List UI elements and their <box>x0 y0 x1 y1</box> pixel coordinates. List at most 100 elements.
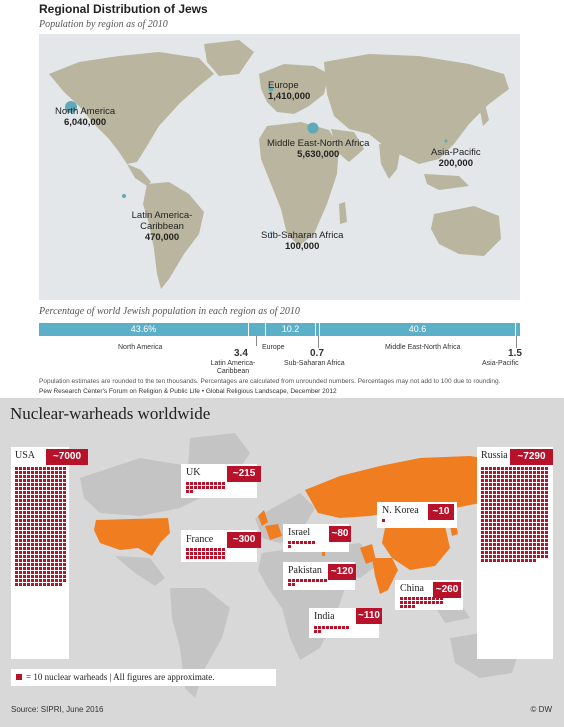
warhead-square <box>51 499 54 502</box>
warhead-square <box>509 467 512 470</box>
warhead-square <box>19 519 22 522</box>
warhead-square <box>27 503 30 506</box>
warhead-square <box>509 519 512 522</box>
warhead-square <box>218 482 221 485</box>
warhead-square <box>35 547 38 550</box>
warhead-square <box>533 471 536 474</box>
warhead-square <box>529 503 532 506</box>
warhead-square <box>537 519 540 522</box>
warhead-square <box>288 579 291 582</box>
warhead-square <box>513 559 516 562</box>
warhead-square <box>55 543 58 546</box>
warhead-square <box>35 487 38 490</box>
warhead-square <box>43 563 46 566</box>
warhead-square <box>59 499 62 502</box>
warhead-square <box>537 515 540 518</box>
warhead-square <box>63 519 66 522</box>
warhead-square <box>513 503 516 506</box>
warhead-square <box>218 556 221 559</box>
warhead-square <box>51 559 54 562</box>
warhead-square <box>15 583 18 586</box>
warhead-square <box>63 491 66 494</box>
warhead-square <box>27 539 30 542</box>
warhead-square <box>517 523 520 526</box>
warhead-square <box>489 499 492 502</box>
warhead-square <box>210 482 213 485</box>
warhead-square <box>541 503 544 506</box>
warhead-square <box>31 527 34 530</box>
warhead-square <box>497 535 500 538</box>
warhead-grid-israel <box>288 541 318 549</box>
warhead-grid-china <box>400 597 444 609</box>
warhead-square <box>513 475 516 478</box>
warhead-square <box>513 547 516 550</box>
warhead-square <box>525 531 528 534</box>
warhead-square <box>525 551 528 554</box>
warhead-square <box>400 597 403 600</box>
warhead-square <box>533 559 536 562</box>
warhead-square <box>47 467 50 470</box>
warhead-square <box>525 527 528 530</box>
warhead-square <box>63 471 66 474</box>
warhead-square <box>521 527 524 530</box>
warhead-square <box>541 519 544 522</box>
warhead-square <box>23 531 26 534</box>
warhead-square <box>481 535 484 538</box>
warhead-square <box>521 487 524 490</box>
value-asia-pacific: 1.5 <box>508 348 522 359</box>
warhead-square <box>23 539 26 542</box>
warhead-square <box>19 475 22 478</box>
warhead-square <box>513 471 516 474</box>
warhead-square <box>525 495 528 498</box>
warhead-square <box>27 515 30 518</box>
warhead-square <box>31 531 34 534</box>
warhead-square <box>35 527 38 530</box>
warhead-square <box>485 487 488 490</box>
warhead-square <box>525 503 528 506</box>
warhead-square <box>27 547 30 550</box>
caption-north-america: North America <box>118 344 163 351</box>
segment-latin-america <box>249 323 265 336</box>
warhead-square <box>39 519 42 522</box>
warhead-square <box>501 467 504 470</box>
warhead-square <box>513 535 516 538</box>
warhead-square <box>501 543 504 546</box>
warhead-square <box>493 523 496 526</box>
warhead-square <box>39 531 42 534</box>
warhead-square <box>517 483 520 486</box>
warhead-square <box>15 579 18 582</box>
warhead-square <box>513 487 516 490</box>
warhead-square <box>412 601 415 604</box>
warhead-square <box>51 507 54 510</box>
warhead-square <box>513 515 516 518</box>
warhead-square <box>420 601 423 604</box>
warhead-square <box>39 575 42 578</box>
warhead-square <box>15 515 18 518</box>
warhead-square <box>222 556 225 559</box>
warhead-square <box>521 539 524 542</box>
warhead-square <box>489 467 492 470</box>
warhead-square <box>31 567 34 570</box>
warhead-square <box>513 491 516 494</box>
segment-north-america <box>39 323 248 336</box>
country-name: Pakistan <box>288 565 322 576</box>
warhead-square <box>497 527 500 530</box>
dot-latin-america <box>122 194 126 198</box>
warhead-square <box>314 626 317 629</box>
warhead-square <box>545 515 548 518</box>
label-sub-saharan: Sub-Saharan Africa 100,000 <box>261 230 344 252</box>
warhead-square <box>541 471 544 474</box>
warhead-square <box>493 483 496 486</box>
warhead-grid-north-korea <box>382 519 392 523</box>
warhead-square <box>529 555 532 558</box>
warhead-square <box>541 523 544 526</box>
label-middle-east: Middle East-North Africa 5,630,000 <box>267 138 370 160</box>
warhead-square <box>497 511 500 514</box>
warhead-square <box>529 551 532 554</box>
warhead-square <box>537 471 540 474</box>
warhead-square <box>51 515 54 518</box>
warhead-square <box>533 547 536 550</box>
warhead-square <box>27 483 30 486</box>
warhead-square <box>39 559 42 562</box>
warhead-square <box>485 475 488 478</box>
